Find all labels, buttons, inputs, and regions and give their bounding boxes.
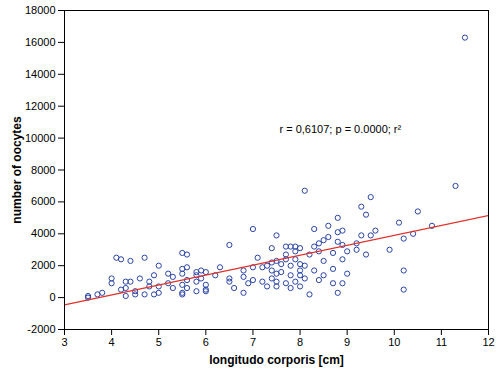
svg-text:7: 7 [250,336,256,348]
svg-text:16000: 16000 [25,36,56,48]
svg-text:-2000: -2000 [27,323,55,335]
svg-text:4: 4 [109,336,115,348]
svg-text:3: 3 [61,336,67,348]
svg-text:12000: 12000 [25,100,56,112]
svg-text:14000: 14000 [25,68,56,80]
svg-text:number of oocytes: number of oocytes [10,116,24,224]
svg-text:4000: 4000 [31,227,55,239]
svg-text:8: 8 [297,336,303,348]
svg-text:0: 0 [49,291,55,303]
svg-text:2000: 2000 [31,259,55,271]
svg-text:11: 11 [436,336,447,348]
svg-text:6: 6 [203,336,209,348]
svg-text:5: 5 [156,336,162,348]
svg-text:9: 9 [344,336,350,348]
svg-text:10: 10 [388,336,400,348]
svg-text:longitudo corporis [cm]: longitudo corporis [cm] [209,353,344,367]
svg-text:r = 0,6107; p = 0.0000; r²: r = 0,6107; p = 0.0000; r² [280,123,402,135]
svg-text:10000: 10000 [25,132,56,144]
svg-text:6000: 6000 [31,195,55,207]
svg-text:12: 12 [482,336,494,348]
svg-text:18000: 18000 [25,4,56,16]
svg-text:8000: 8000 [31,164,55,176]
